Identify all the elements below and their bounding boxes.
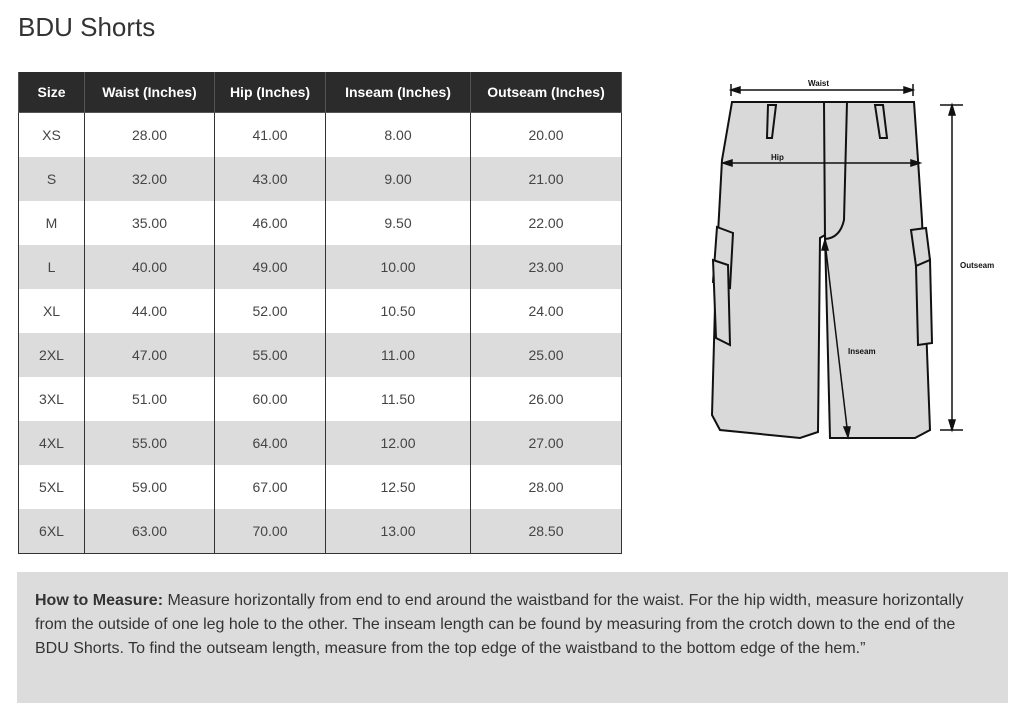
cell-outseam: 20.00 [470, 112, 622, 157]
cell-size: S [18, 157, 85, 201]
cell-hip: 55.00 [214, 333, 326, 377]
cell-size: XL [18, 289, 85, 333]
cell-hip: 52.00 [214, 289, 326, 333]
header-size: Size [18, 72, 85, 113]
cell-inseam: 8.00 [325, 112, 471, 157]
cell-waist: 51.00 [84, 377, 215, 421]
shorts-outline [710, 101, 932, 440]
cell-hip: 46.00 [214, 201, 326, 245]
cell-inseam: 11.00 [325, 333, 471, 377]
cell-inseam: 12.00 [325, 421, 471, 465]
table-row: XS 28.00 41.00 8.00 20.00 [18, 112, 622, 157]
cell-size: XS [18, 112, 85, 157]
cell-waist: 55.00 [84, 421, 215, 465]
cell-size: L [18, 245, 85, 289]
how-to-measure-text: Measure horizontally from end to end aro… [35, 592, 964, 657]
outseam-label: Outseam [960, 261, 994, 270]
cell-outseam: 27.00 [470, 421, 622, 465]
cell-outseam: 21.00 [470, 157, 622, 201]
cell-waist: 28.00 [84, 112, 215, 157]
table-row: XL 44.00 52.00 10.50 24.00 [18, 289, 622, 333]
cell-size: M [18, 201, 85, 245]
cell-waist: 63.00 [84, 509, 215, 554]
cell-size: 2XL [18, 333, 85, 377]
table-row: M 35.00 46.00 9.50 22.00 [18, 201, 622, 245]
cell-inseam: 13.00 [325, 509, 471, 554]
cell-waist: 32.00 [84, 157, 215, 201]
cell-size: 3XL [18, 377, 85, 421]
cell-outseam: 26.00 [470, 377, 622, 421]
table-row: 6XL 63.00 70.00 13.00 28.50 [18, 509, 622, 554]
cell-inseam: 10.00 [325, 245, 471, 289]
cell-outseam: 28.50 [470, 509, 622, 554]
page-title: BDU Shorts [18, 12, 156, 42]
shorts-measurement-diagram: Waist Hip Inseam Outseam [710, 79, 994, 440]
table-row: 4XL 55.00 64.00 12.00 27.00 [18, 421, 622, 465]
cell-waist: 47.00 [84, 333, 215, 377]
table-header-row: Size Waist (Inches) Hip (Inches) Inseam … [18, 72, 622, 113]
table-row: S 32.00 43.00 9.00 21.00 [18, 157, 622, 201]
header-hip: Hip (Inches) [214, 72, 326, 113]
cell-size: 5XL [18, 465, 85, 509]
cell-waist: 35.00 [84, 201, 215, 245]
cell-hip: 67.00 [214, 465, 326, 509]
cell-inseam: 11.50 [325, 377, 471, 421]
cell-outseam: 22.00 [470, 201, 622, 245]
inseam-label: Inseam [848, 347, 876, 356]
cell-outseam: 25.00 [470, 333, 622, 377]
cell-hip: 43.00 [214, 157, 326, 201]
cell-hip: 60.00 [214, 377, 326, 421]
how-to-measure-box: How to Measure: Measure horizontally fro… [17, 572, 1008, 703]
cell-outseam: 24.00 [470, 289, 622, 333]
table-row: L 40.00 49.00 10.00 23.00 [18, 245, 622, 289]
table-row: 2XL 47.00 55.00 11.00 25.00 [18, 333, 622, 377]
cell-hip: 64.00 [214, 421, 326, 465]
cell-inseam: 9.00 [325, 157, 471, 201]
header-waist: Waist (Inches) [84, 72, 215, 113]
cell-hip: 49.00 [214, 245, 326, 289]
cell-waist: 40.00 [84, 245, 215, 289]
cell-waist: 59.00 [84, 465, 215, 509]
size-chart-table: Size Waist (Inches) Hip (Inches) Inseam … [18, 72, 622, 554]
cell-hip: 70.00 [214, 509, 326, 554]
cell-size: 6XL [18, 509, 85, 554]
cell-waist: 44.00 [84, 289, 215, 333]
header-outseam: Outseam (Inches) [470, 72, 622, 113]
header-inseam: Inseam (Inches) [325, 72, 471, 113]
cell-size: 4XL [18, 421, 85, 465]
waist-label: Waist [808, 79, 829, 88]
how-to-measure-label: How to Measure: [35, 592, 164, 609]
cell-inseam: 10.50 [325, 289, 471, 333]
cell-outseam: 23.00 [470, 245, 622, 289]
hip-label: Hip [771, 153, 784, 162]
table-row: 5XL 59.00 67.00 12.50 28.00 [18, 465, 622, 509]
cell-inseam: 12.50 [325, 465, 471, 509]
cell-hip: 41.00 [214, 112, 326, 157]
cell-inseam: 9.50 [325, 201, 471, 245]
cell-outseam: 28.00 [470, 465, 622, 509]
table-row: 3XL 51.00 60.00 11.50 26.00 [18, 377, 622, 421]
